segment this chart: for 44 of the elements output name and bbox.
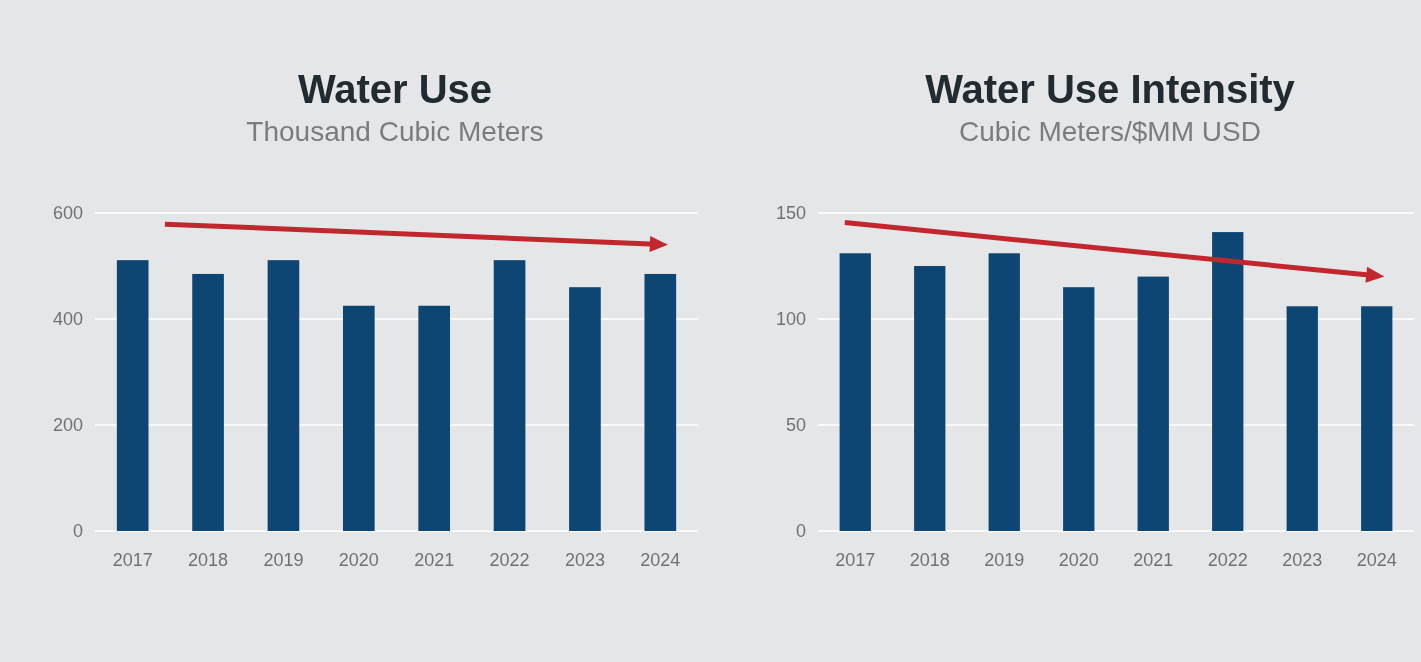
bar (342, 305, 375, 531)
chart-subtitle: Cubic Meters/$MM USD (959, 116, 1261, 147)
x-tick-label: 2019 (984, 550, 1025, 570)
x-tick-label: 2018 (909, 550, 950, 570)
bar (988, 253, 1020, 531)
x-tick-label: 2022 (489, 550, 530, 570)
bar (493, 260, 526, 531)
y-tick-label: 0 (795, 521, 806, 542)
x-tick-label: 2023 (1282, 550, 1323, 570)
x-tick-label: 2024 (1356, 550, 1397, 570)
x-tick-label: 2019 (263, 550, 304, 570)
y-tick-label: 600 (52, 203, 83, 224)
x-tick-label: 2018 (188, 550, 229, 570)
bar (1063, 287, 1095, 531)
x-tick-label: 2017 (835, 550, 876, 570)
chart-title: Water Use Intensity (925, 67, 1296, 111)
bar (1137, 276, 1169, 531)
chart-title: Water Use (297, 67, 493, 111)
y-tick-label: 400 (52, 309, 83, 330)
y-tick-label: 0 (72, 521, 83, 542)
x-tick-label: 2020 (1058, 550, 1099, 570)
y-tick-label: 150 (775, 203, 806, 224)
bar (267, 260, 300, 531)
bar (569, 287, 601, 531)
bar (192, 273, 224, 531)
y-tick-label: 200 (52, 415, 83, 436)
bar (839, 253, 871, 531)
y-tick-label: 50 (785, 415, 806, 436)
x-tick-label: 2024 (640, 550, 681, 570)
bar (914, 266, 946, 531)
bar (1361, 306, 1393, 531)
chart-subtitle: Thousand Cubic Meters (246, 116, 544, 147)
x-tick-label: 2020 (338, 550, 379, 570)
x-tick-label: 2023 (564, 550, 605, 570)
x-tick-label: 2021 (1133, 550, 1174, 570)
x-tick-label: 2021 (414, 550, 455, 570)
x-tick-label: 2017 (112, 550, 153, 570)
y-tick-label: 100 (775, 309, 806, 330)
bar (644, 273, 677, 531)
x-tick-label: 2022 (1207, 550, 1248, 570)
bar (418, 305, 451, 531)
bar (1212, 232, 1244, 531)
bar (116, 260, 149, 531)
bar (1286, 306, 1318, 531)
